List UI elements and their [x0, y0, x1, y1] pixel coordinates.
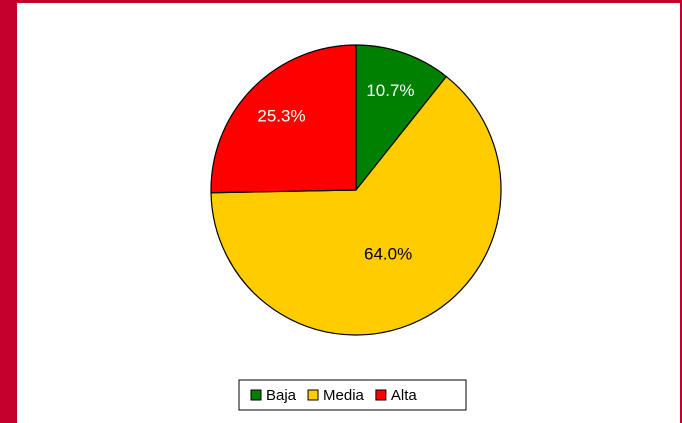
legend-box [238, 379, 467, 411]
legend-label: Media [323, 387, 365, 404]
legend-swatch [307, 389, 319, 401]
legend-label: Baja [266, 387, 297, 404]
pie-slice [355, 44, 448, 192]
pie-slice [210, 75, 502, 336]
pie-slice [210, 44, 357, 194]
data-label: 10.7% [366, 81, 414, 100]
legend-swatch [375, 389, 387, 401]
data-label: 64.0% [364, 244, 412, 263]
data-label: 25.3% [257, 106, 305, 125]
chart: 10.7% 64.0% 25.3% Baja Media Alta [17, 3, 680, 423]
legend-label: Alta [391, 387, 418, 404]
legend-swatch [250, 389, 262, 401]
